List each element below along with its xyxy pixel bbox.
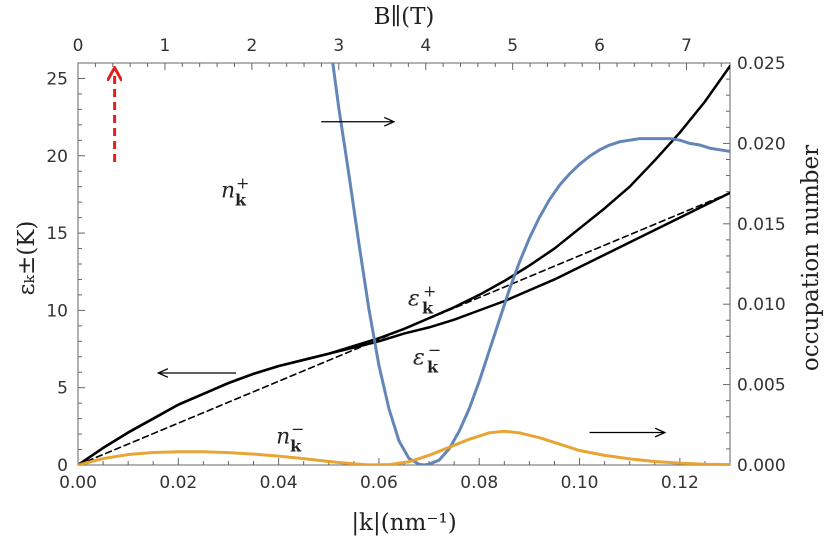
x-tick-label: 0.00 [59, 473, 97, 493]
arrows-group [115, 69, 665, 432]
y-tick-label-right: 0.005 [737, 376, 786, 396]
y-tick-label-right: 0.020 [737, 134, 786, 154]
y-tick-label-left: 15 [46, 224, 68, 244]
y-tick-label-right: 0.010 [737, 295, 786, 315]
annotation-superscript: + [236, 174, 249, 193]
y-tick-label-right: 0.015 [737, 215, 786, 235]
y-tick-label-left: 5 [57, 379, 68, 399]
annotation-base: n [276, 424, 290, 449]
y-axis-label-right: occupation number [798, 145, 824, 371]
top-axis-label: B∥(T) [374, 4, 435, 30]
x-tick-label: 0.10 [561, 473, 599, 493]
top-tick-label: 6 [594, 36, 605, 56]
annotation-base: ε [408, 287, 420, 312]
y-axis-label-left: εₖ±(K) [14, 221, 40, 296]
x-tick-label: 0.08 [460, 473, 498, 493]
ticks: 0.00 0.02 0.04 0.06 0.08 0.10 0.12 0 1 2 3 4 5 6 7 0 5 10… [46, 36, 785, 493]
top-tick-label: 0 [73, 36, 84, 56]
x-tick-label: 0.02 [159, 473, 197, 493]
y-tick-label-right: 0.000 [737, 456, 786, 476]
top-tick-label: 3 [333, 36, 344, 56]
annotation-n-minus: n k− [276, 419, 304, 455]
n-minus-line [78, 429, 730, 465]
top-tick-label: 2 [246, 36, 257, 56]
annotation-subscript: k [422, 299, 434, 318]
annotation-superscript: − [428, 341, 441, 360]
top-tick-label: 4 [420, 36, 431, 56]
linear-reference-dashed-line [78, 192, 730, 465]
annotation-subscript: k [427, 358, 439, 377]
annotation-n-plus: n k+ [221, 174, 249, 210]
y-tick-label-left: 10 [46, 301, 68, 321]
x-tick-label: 0.04 [260, 473, 298, 493]
top-tick-label: 7 [681, 36, 692, 56]
annotation-superscript: + [423, 282, 436, 301]
annotation-eps-minus: ε k− [413, 341, 441, 377]
annotation-base: n [221, 179, 235, 204]
y-tick-label-left: 25 [46, 69, 68, 89]
annotations-group: n k+n k−ε k+ε k− [221, 174, 441, 456]
x-tick-label: 0.06 [360, 473, 398, 493]
epsilon-minus-line [78, 191, 730, 465]
annotation-superscript: − [291, 419, 304, 438]
top-tick-label: 5 [507, 36, 518, 56]
y-tick-label-left: 20 [46, 147, 68, 167]
series-group [78, 63, 730, 465]
y-tick-label-right: 0.025 [737, 54, 786, 74]
annotation-eps-plus: ε k+ [408, 282, 436, 318]
x-tick-label: 0.12 [661, 473, 699, 493]
annotation-subscript: k [290, 436, 302, 455]
top-tick-label: 1 [160, 36, 171, 56]
annotation-base: ε [413, 346, 425, 371]
n-plus-line [331, 63, 730, 465]
y-tick-label-left: 0 [57, 456, 68, 476]
x-axis-label: |k|(nm⁻¹) [351, 510, 456, 536]
annotation-subscript: k [235, 191, 247, 210]
